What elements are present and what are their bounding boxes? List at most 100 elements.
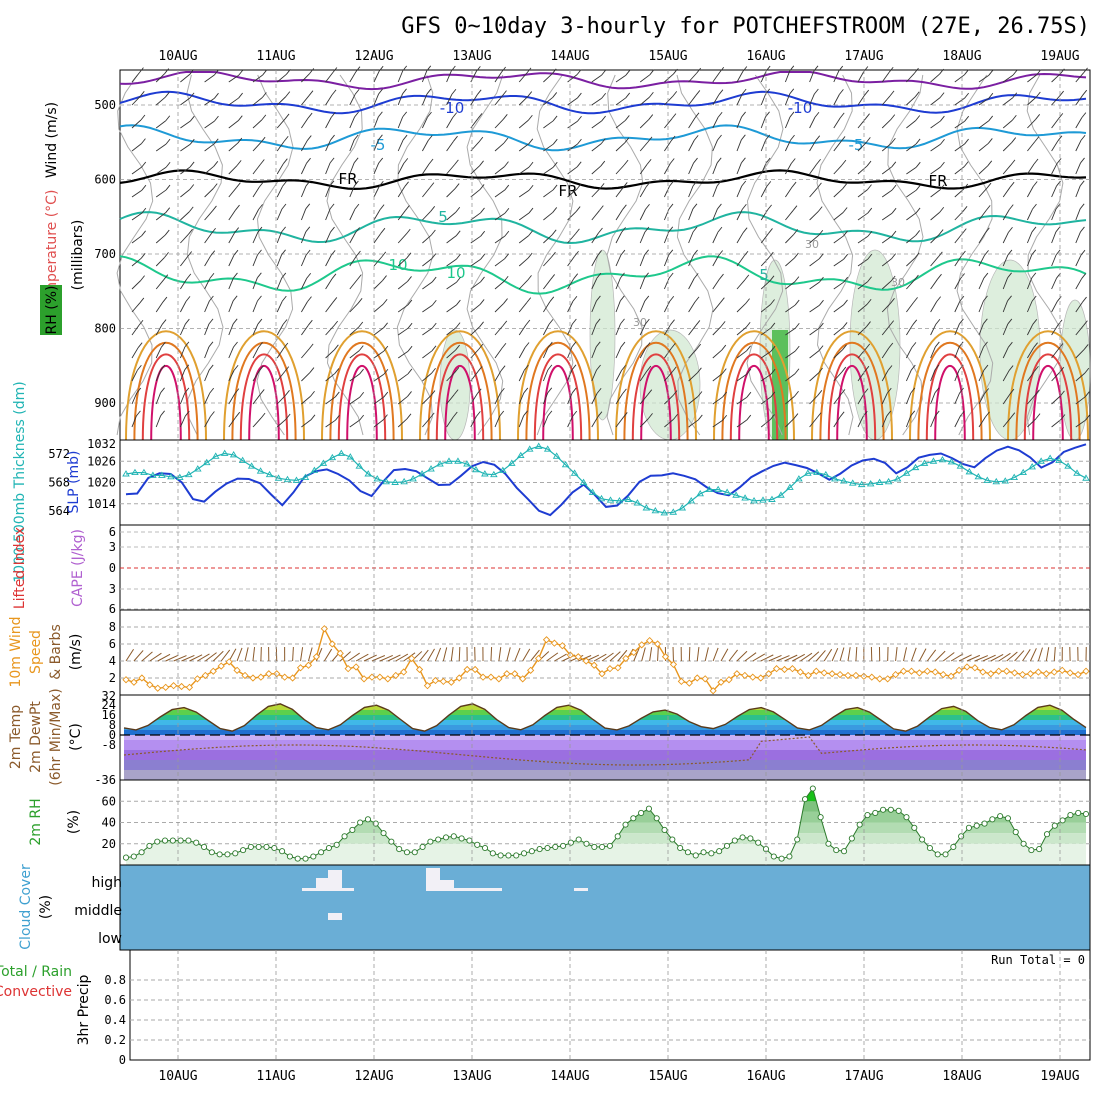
upper-wind-barb-flag [695, 90, 701, 96]
upper-wind-barb [663, 277, 670, 290]
thickness-marker [472, 465, 480, 473]
upper-wind-barb [131, 392, 138, 405]
wind10m-barb [712, 647, 719, 662]
wind10m-barb [728, 649, 738, 662]
lifted-index-panel [119, 524, 1091, 611]
isotherm-arch [533, 353, 583, 441]
upper-wind-barb-flag [551, 229, 557, 236]
upper-wind-barb-flag [525, 319, 531, 326]
upper-wind-barb [615, 142, 626, 152]
upper-wind-barb-flag [866, 321, 871, 327]
upper-wind-barb-flag [431, 322, 437, 329]
upper-wind-barb [155, 257, 165, 267]
rh2m-marker [286, 853, 293, 860]
rh2m-marker [614, 833, 621, 840]
rh2m-marker [310, 853, 317, 860]
date-label-bottom: 19AUG [1040, 1069, 1079, 1084]
rh2m-marker [591, 843, 598, 850]
upper-wind-barb [542, 346, 549, 359]
wind10m-marker [296, 664, 305, 672]
rh2m-marker [575, 836, 582, 843]
upper-wind-barb-flag [285, 413, 291, 420]
upper-wind-barb [760, 209, 768, 221]
rh2m-marker [122, 854, 130, 861]
rh2m-marker [279, 848, 286, 855]
wind10m-barb [1045, 647, 1050, 662]
wind10m-barb [736, 650, 748, 662]
upper-wind-barb [494, 95, 503, 106]
upper-wind-barb-flag [819, 322, 824, 329]
upper-wind-barb-flag [939, 184, 945, 191]
date-label-top: 18AUG [942, 49, 981, 64]
upper-wind-barb-flag [189, 161, 195, 168]
upper-wind-barb-flag [741, 180, 747, 187]
rh2m-marker [427, 838, 434, 845]
upper-wind-barb [446, 394, 455, 405]
thickness-marker [777, 491, 785, 498]
upper-wind-barb-flag [552, 184, 558, 191]
upper-wind-barb [809, 350, 820, 359]
temp-band [124, 735, 1086, 740]
upper-wind-barb [978, 346, 984, 359]
wind10m-marker [328, 640, 336, 648]
upper-wind-barb-flag [843, 230, 848, 237]
thickness-marker [445, 457, 453, 464]
upper-wind-barb [688, 419, 699, 428]
upper-wind-barb [881, 166, 893, 175]
upper-wind-barb [688, 95, 697, 106]
upper-wind-barb [325, 302, 334, 313]
upper-wind-barb-flag [716, 180, 722, 187]
rh2m-marker [942, 851, 949, 858]
upper-wind-barb [397, 327, 409, 336]
upper-wind-barb [349, 373, 360, 382]
upper-wind-barb-flag [141, 161, 147, 168]
upper-wind-barb [397, 373, 409, 382]
upper-wind-barb [252, 323, 259, 336]
upper-wind-barb [397, 116, 404, 129]
upper-wind-barb-flag [790, 158, 796, 164]
date-axis-labels: 10AUG10AUG11AUG11AUG12AUG12AUG13AUG13AUG… [158, 49, 1079, 1084]
isotherm-label: 5 [759, 266, 769, 284]
isotherm-arch [346, 364, 378, 441]
upper-wind-barb [1075, 372, 1086, 382]
rh2m-marker [208, 849, 215, 856]
upper-wind-barb-flag [915, 115, 921, 121]
upper-wind-barb [664, 371, 673, 382]
upper-wind-barb [494, 119, 504, 129]
upper-wind-barb [1051, 163, 1058, 175]
upper-wind-barb-flag [284, 366, 290, 372]
upper-wind-barb [204, 369, 210, 382]
wind10m-barb [220, 649, 231, 662]
upper-wind-barb-flag [547, 364, 553, 371]
upper-wind-barb [760, 186, 768, 198]
temp-tick: -36 [94, 773, 116, 787]
upper-wind-barb-flag [237, 137, 243, 144]
upper-wind-barb [688, 162, 694, 175]
rh2m-marker [1043, 831, 1051, 838]
upper-wind-barb [373, 327, 384, 336]
upper-wind-barb-flag [692, 180, 698, 187]
upper-wind-barb-flag [741, 157, 746, 164]
isotherm-arch [721, 341, 787, 441]
rh-contour [396, 74, 434, 436]
wind10m-marker [1042, 670, 1050, 678]
upper-wind-barb-flag [962, 206, 968, 212]
upper-wind-barb [1075, 419, 1086, 428]
rh2m-marker [341, 833, 348, 840]
upper-wind-barb [228, 232, 236, 244]
upper-wind-barb-flag [940, 161, 945, 168]
upper-wind-barb [712, 117, 719, 129]
upper-wind-barb [300, 162, 307, 175]
rh2m-marker [435, 836, 442, 843]
upper-wind-barb [1027, 119, 1037, 129]
rh2m-marker [474, 841, 481, 848]
upper-wind-barb-flag [863, 66, 869, 72]
upper-wind-barb [325, 325, 334, 336]
upper-wind-barb [591, 416, 599, 428]
upper-wind-barb [785, 304, 796, 313]
rh2m-marker [825, 840, 832, 847]
upper-wind-barb-flag [716, 157, 722, 164]
upper-wind-barb [664, 73, 674, 83]
upper-wind-barb-flag [258, 342, 263, 348]
